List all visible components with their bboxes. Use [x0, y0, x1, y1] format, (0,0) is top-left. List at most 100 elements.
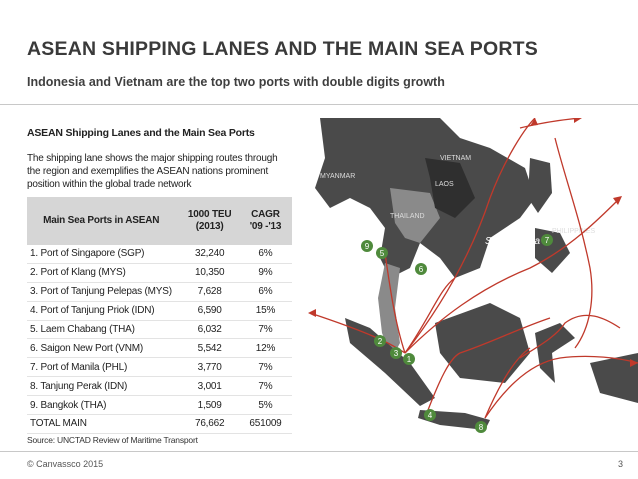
arrow-southeast — [630, 359, 638, 367]
cagr-cell: 6% — [238, 282, 292, 302]
label-sea: Sea — [500, 248, 518, 259]
label-vietnam: VIETNAM — [440, 155, 471, 162]
teu-cell: 5,542 — [180, 338, 239, 359]
thailand-shape — [390, 188, 440, 243]
map-landmass — [315, 118, 638, 430]
page-title: ASEAN SHIPPING LANES AND THE MAIN SEA PO… — [27, 38, 538, 60]
route-12 — [519, 118, 581, 129]
port-name-cell: 9. Bangkok (THA) — [27, 395, 181, 416]
table-row: 4. Port of Tanjung Priok (IDN) 6,590 15% — [27, 301, 292, 321]
port-marker-8[interactable]: 8 — [475, 421, 487, 433]
table-row: 9. Bangkok (THA) 1,509 5% — [27, 395, 292, 416]
sumatra — [345, 318, 435, 406]
port-marker-2[interactable]: 2 — [374, 335, 386, 347]
shipping-map: MYANMAR LAOS VIETNAM THAILAND PHILIPPINE… — [308, 118, 638, 433]
route-3 — [404, 197, 621, 354]
svg-text:7: 7 — [545, 236, 550, 245]
port-name-cell: 4. Port of Tanjung Priok (IDN) — [27, 301, 181, 321]
new-guinea — [590, 353, 638, 403]
arrow-northeast — [574, 118, 582, 123]
panel-title: ASEAN Shipping Lanes and the Main Sea Po… — [27, 127, 255, 139]
port-marker-5[interactable]: 5 — [376, 247, 388, 259]
ports-table: Main Sea Ports in ASEAN 1000 TEU (2013) C… — [27, 197, 292, 434]
source-note: Source: UNCTAD Review of Maritime Transp… — [27, 435, 198, 445]
svg-text:4: 4 — [428, 411, 433, 420]
port-name-cell: 2. Port of Klang (MYS) — [27, 263, 181, 283]
route-9 — [519, 314, 621, 359]
footer-divider — [0, 451, 638, 452]
svg-text:8: 8 — [479, 423, 484, 432]
cagr-cell: 6% — [238, 245, 292, 264]
port-name-cell: 7. Port of Manila (PHL) — [27, 357, 181, 378]
teu-cell: 6,590 — [180, 301, 239, 321]
svg-text:5: 5 — [380, 249, 385, 258]
arrow-north — [530, 118, 538, 126]
col-header-port: Main Sea Ports in ASEAN — [27, 197, 181, 245]
col-header-teu: 1000 TEU (2013) — [180, 197, 239, 245]
route-5 — [384, 252, 406, 354]
shipping-routes — [309, 118, 638, 419]
table-row: 6. Saigon New Port (VNM) 5,542 12% — [27, 338, 292, 359]
route-4 — [404, 277, 456, 354]
svg-text:3: 3 — [394, 349, 399, 358]
label-laos: LAOS — [435, 181, 454, 188]
page-number: 3 — [618, 459, 624, 469]
label-philippines: PHILIPPINES — [552, 228, 596, 235]
cagr-cell: 7% — [238, 376, 292, 397]
teu-cell: 3,770 — [180, 357, 239, 378]
port-name-cell: TOTAL MAIN — [27, 414, 181, 434]
port-marker-6[interactable]: 6 — [415, 263, 427, 275]
port-name-cell: 3. Port of Tanjung Pelepas (MYS) — [27, 282, 181, 302]
label-celebes-sea: Celebes Sea — [545, 315, 603, 326]
port-name-cell: 6. Saigon New Port (VNM) — [27, 338, 181, 359]
cagr-cell: 15% — [238, 301, 292, 321]
route-6 — [424, 352, 461, 419]
route-7 — [484, 355, 638, 419]
table-row: 2. Port of Klang (MYS) 10,350 9% — [27, 263, 292, 283]
teu-cell: 7,628 — [180, 282, 239, 302]
teu-cell: 32,240 — [180, 245, 239, 264]
table-header-row: Main Sea Ports in ASEAN 1000 TEU (2013) C… — [27, 197, 292, 245]
cagr-cell: 12% — [238, 338, 292, 359]
cagr-cell: 5% — [238, 395, 292, 416]
label-thailand: THAILAND — [390, 213, 425, 220]
teu-cell: 1,509 — [180, 395, 239, 416]
arrow-east — [613, 196, 622, 205]
borneo — [435, 303, 530, 383]
laos-shape — [425, 158, 475, 218]
teu-cell: 10,350 — [180, 263, 239, 283]
port-marker-4[interactable]: 4 — [424, 409, 436, 421]
table-row: 8. Tanjung Perak (IDN) 3,001 7% — [27, 376, 292, 397]
table-row: 5. Laem Chabang (THA) 6,032 7% — [27, 320, 292, 340]
header-divider — [0, 104, 638, 105]
cagr-cell: 7% — [238, 357, 292, 378]
port-marker-1[interactable]: 1 — [403, 353, 415, 365]
cagr-cell: 651009 — [238, 414, 292, 434]
label-myanmar: MYANMAR — [320, 173, 355, 180]
teu-cell: 76,662 — [180, 414, 239, 434]
table-row: 3. Port of Tanjung Pelepas (MYS) 7,628 6% — [27, 282, 292, 302]
port-markers: 1 2 3 4 5 6 7 8 — [361, 234, 553, 433]
teu-cell: 3,001 — [180, 376, 239, 397]
port-marker-3[interactable]: 3 — [390, 347, 402, 359]
table-body: 1. Port of Singapore (SGP) 32,240 6% 2. Por… — [27, 245, 292, 434]
sulawesi — [535, 323, 575, 383]
port-name-cell: 1. Port of Singapore (SGP) — [27, 245, 181, 264]
route-arrows — [308, 118, 638, 367]
philippines-luzon — [528, 158, 552, 213]
col-header-cagr: CAGR '09 -'13 — [238, 197, 292, 245]
route-8 — [459, 317, 551, 354]
route-11 — [554, 137, 593, 349]
footer-copyright: © Canvassco 2015 — [27, 459, 104, 469]
svg-text:6: 6 — [419, 265, 424, 274]
arrow-west — [308, 309, 316, 317]
svg-text:1: 1 — [407, 355, 412, 364]
panel-description: The shipping lane shows the major shippi… — [27, 153, 278, 190]
label-south-china-sea: South China — [485, 236, 540, 247]
port-marker-9[interactable]: 9 — [361, 240, 373, 252]
port-name-cell: 5. Laem Chabang (THA) — [27, 320, 181, 340]
svg-text:2: 2 — [378, 337, 383, 346]
teu-cell: 6,032 — [180, 320, 239, 340]
cagr-cell: 7% — [238, 320, 292, 340]
port-marker-7[interactable]: 7 — [541, 234, 553, 246]
